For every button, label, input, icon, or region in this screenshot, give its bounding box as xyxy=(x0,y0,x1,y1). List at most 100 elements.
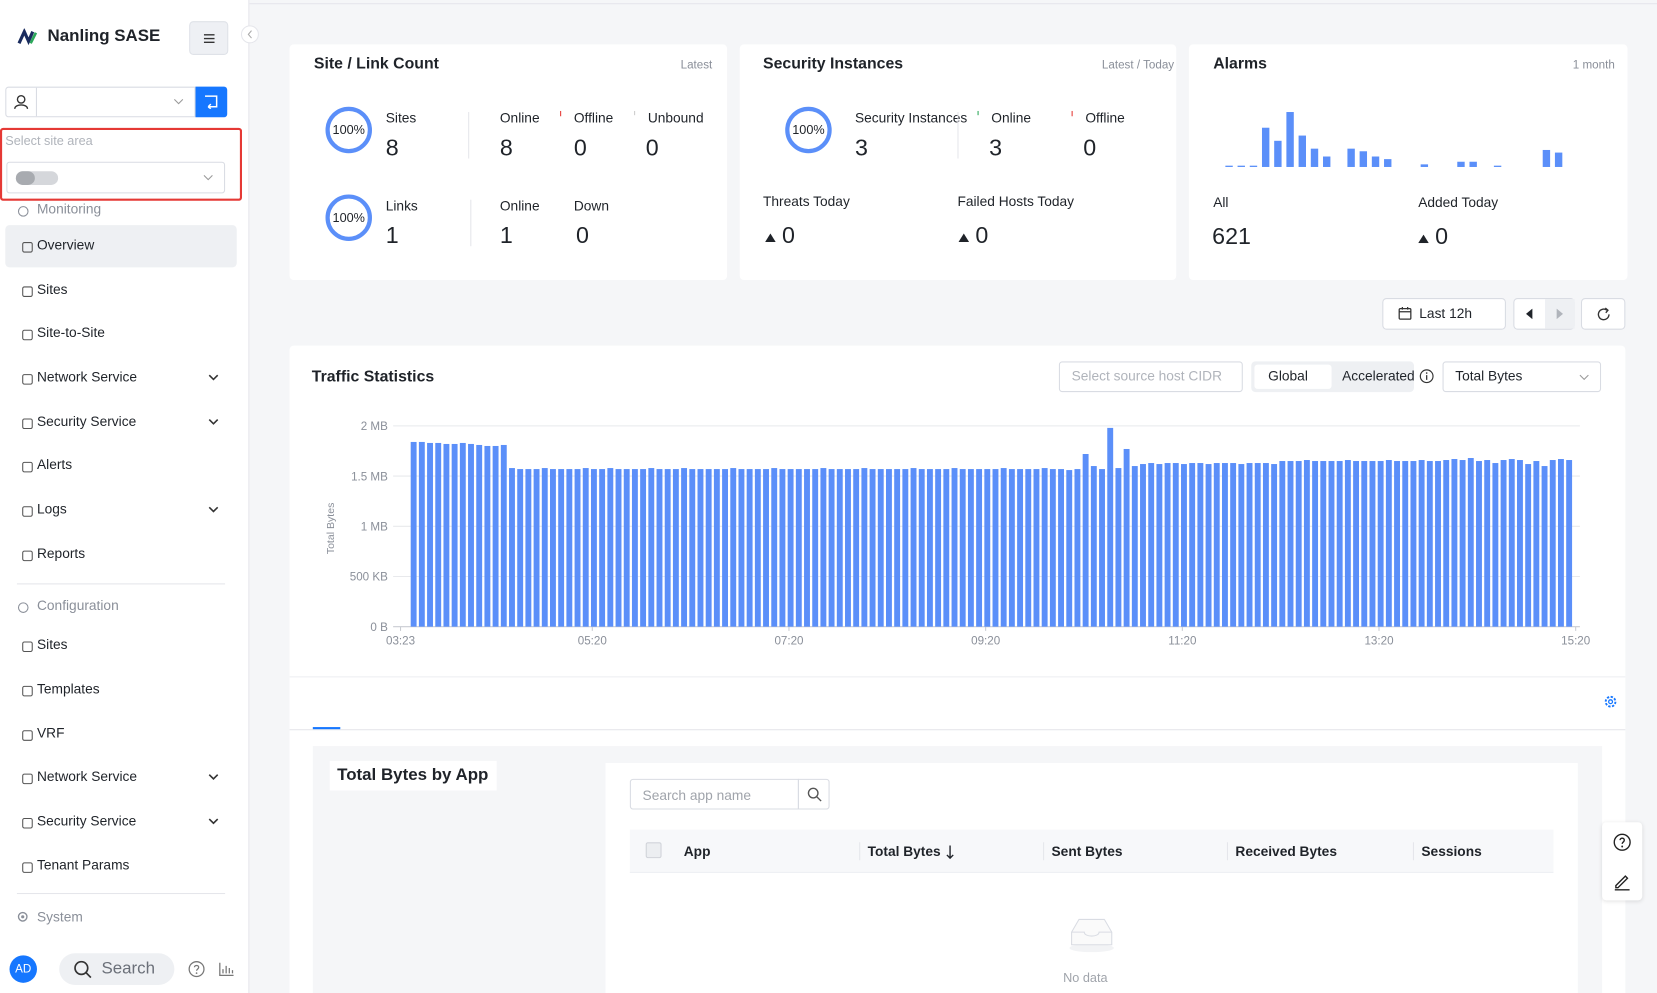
stat-label: Links xyxy=(385,197,418,214)
x-tick-label: 13:20 xyxy=(1364,635,1393,648)
menu-item[interactable]: Sites xyxy=(36,636,68,653)
menu-item[interactable]: Logs xyxy=(36,500,67,517)
chevron xyxy=(203,175,213,181)
col-header[interactable]: Sent Bytes xyxy=(1051,843,1123,860)
menu-system[interactable]: System xyxy=(36,908,83,925)
security-ring: 100% xyxy=(785,106,832,154)
bar xyxy=(1492,463,1499,627)
bar xyxy=(1353,461,1360,627)
alarm-bar xyxy=(1542,149,1551,167)
sort-icon[interactable] xyxy=(946,845,954,860)
menu-icon xyxy=(22,685,33,697)
bar xyxy=(885,469,892,627)
bar xyxy=(746,469,753,627)
chevron xyxy=(208,818,219,825)
edit-icon[interactable] xyxy=(1613,872,1632,891)
cidr-select[interactable]: Select source host CIDR xyxy=(1058,361,1243,393)
menu-item[interactable]: Templates xyxy=(36,680,100,697)
info-icon[interactable] xyxy=(1419,369,1434,384)
bar xyxy=(1369,461,1376,627)
bar xyxy=(1246,463,1253,627)
mode-switch: Global Accelerated xyxy=(1251,361,1415,393)
settings-icon[interactable] xyxy=(1603,694,1618,709)
menu-item[interactable]: Sites xyxy=(36,281,68,297)
alarm-bar xyxy=(1371,156,1380,167)
bar xyxy=(1156,464,1163,627)
col-header[interactable]: Received Bytes xyxy=(1235,843,1337,860)
menu-item[interactable]: Site-to-Site xyxy=(36,324,105,341)
menu-icon xyxy=(22,550,33,562)
sites-ring: 100% xyxy=(325,106,372,154)
menu-item[interactable]: Security Service xyxy=(36,413,137,430)
stat-value: 8 xyxy=(499,134,513,161)
panel-title: Traffic Statistics xyxy=(311,367,435,386)
time-range-button[interactable]: Last 12h xyxy=(1382,298,1506,330)
menu-item[interactable]: Alerts xyxy=(36,456,73,473)
stat-label: Sites xyxy=(385,109,417,126)
card-period: Latest xyxy=(680,59,713,72)
stats-icon[interactable] xyxy=(219,962,235,977)
col-header[interactable]: App xyxy=(683,843,711,860)
collapse-button[interactable] xyxy=(240,25,259,44)
menu-item[interactable]: VRF xyxy=(36,724,65,741)
highlight-box xyxy=(0,127,243,201)
bar xyxy=(1517,460,1523,627)
card-title: Site / Link Count xyxy=(313,54,439,73)
menu-toggle[interactable] xyxy=(189,21,229,55)
bar xyxy=(435,442,442,627)
time-nav[interactable] xyxy=(1513,298,1575,330)
search-pill[interactable]: Search xyxy=(59,953,175,985)
bar xyxy=(877,469,884,627)
divider xyxy=(957,112,959,159)
bar xyxy=(1164,463,1171,627)
bar xyxy=(410,441,417,627)
help-icon[interactable] xyxy=(1613,833,1632,852)
mode-option[interactable]: Global xyxy=(1268,367,1308,384)
menu-icon xyxy=(22,641,33,653)
bar xyxy=(640,469,647,627)
avatar[interactable]: AD xyxy=(9,955,37,983)
menu-group[interactable]: Configuration xyxy=(36,597,119,613)
bar xyxy=(590,469,597,627)
select-all[interactable] xyxy=(645,842,662,859)
refresh-button[interactable] xyxy=(1580,298,1626,330)
col-header[interactable]: Total Bytes xyxy=(867,843,941,860)
switch-button[interactable] xyxy=(195,86,228,118)
bar xyxy=(1189,463,1196,627)
mode-selected[interactable] xyxy=(1254,364,1332,389)
bar xyxy=(451,443,458,627)
menu-item[interactable]: Security Service xyxy=(36,812,137,829)
menu-item[interactable]: Overview xyxy=(36,236,95,253)
stat-value: 0 xyxy=(1435,222,1449,250)
menu-item[interactable]: Network Service xyxy=(36,368,138,385)
menu-item[interactable]: Reports xyxy=(36,545,86,562)
empty-text: No data xyxy=(1063,970,1108,985)
card-period: Latest / Today xyxy=(1101,59,1175,72)
bar xyxy=(713,469,720,627)
menu-item[interactable]: Network Service xyxy=(36,768,138,785)
bar xyxy=(582,468,589,627)
bar xyxy=(484,445,491,627)
sidebar: Nanling SASE Select site area System AD … xyxy=(0,0,250,993)
metric-select[interactable]: Total Bytes xyxy=(1442,361,1602,393)
user-select[interactable] xyxy=(5,86,196,118)
bar xyxy=(1303,460,1310,627)
bar xyxy=(1385,460,1392,627)
status-mark xyxy=(560,110,562,117)
status-mark xyxy=(634,110,636,116)
help-icon[interactable] xyxy=(188,961,205,978)
menu-item[interactable]: Tenant Params xyxy=(36,857,130,873)
stat-value: 0 xyxy=(575,221,589,249)
bar xyxy=(1467,458,1474,627)
bar xyxy=(492,445,499,627)
y-tick-label: 1 MB xyxy=(361,521,388,534)
x-tick-label: 09:20 xyxy=(971,635,1000,648)
bar xyxy=(533,469,540,627)
menu-group[interactable]: Monitoring xyxy=(36,200,102,217)
col-header[interactable]: Sessions xyxy=(1421,843,1482,860)
site-area-select[interactable] xyxy=(6,161,226,194)
app-search-button[interactable] xyxy=(797,778,830,810)
bar xyxy=(705,469,712,627)
mode-option[interactable]: Accelerated xyxy=(1342,367,1415,384)
